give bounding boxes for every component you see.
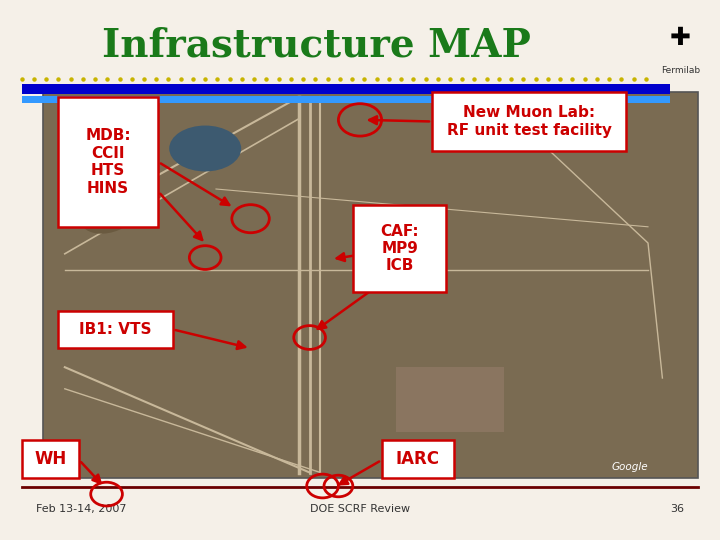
Bar — [22, 440, 79, 478]
Bar — [58, 97, 158, 227]
Text: Fermilab: Fermilab — [661, 66, 700, 75]
Text: MDB:
CCII
HTS
HINS: MDB: CCII HTS HINS — [85, 129, 131, 195]
Ellipse shape — [169, 125, 241, 172]
Text: Feb 13-14, 2007: Feb 13-14, 2007 — [36, 504, 127, 514]
Text: New Muon Lab:
RF unit test facility: New Muon Lab: RF unit test facility — [446, 105, 612, 138]
Bar — [22, 96, 670, 103]
Bar — [353, 205, 446, 292]
Bar — [22, 84, 670, 94]
Text: DOE SCRF Review: DOE SCRF Review — [310, 504, 410, 514]
Text: 36: 36 — [670, 504, 684, 514]
Bar — [382, 440, 454, 478]
Text: IB1: VTS: IB1: VTS — [79, 322, 151, 337]
Text: ✚: ✚ — [670, 26, 691, 50]
Bar — [58, 310, 173, 348]
Text: WH: WH — [35, 450, 66, 468]
Text: Infrastructure MAP: Infrastructure MAP — [102, 27, 531, 65]
Ellipse shape — [81, 198, 135, 234]
Text: Google: Google — [612, 462, 648, 472]
Bar — [432, 92, 626, 151]
Bar — [43, 92, 698, 478]
Bar — [396, 367, 504, 432]
Text: IARC: IARC — [395, 450, 440, 468]
Text: CAF:
MP9
ICB: CAF: MP9 ICB — [380, 224, 419, 273]
